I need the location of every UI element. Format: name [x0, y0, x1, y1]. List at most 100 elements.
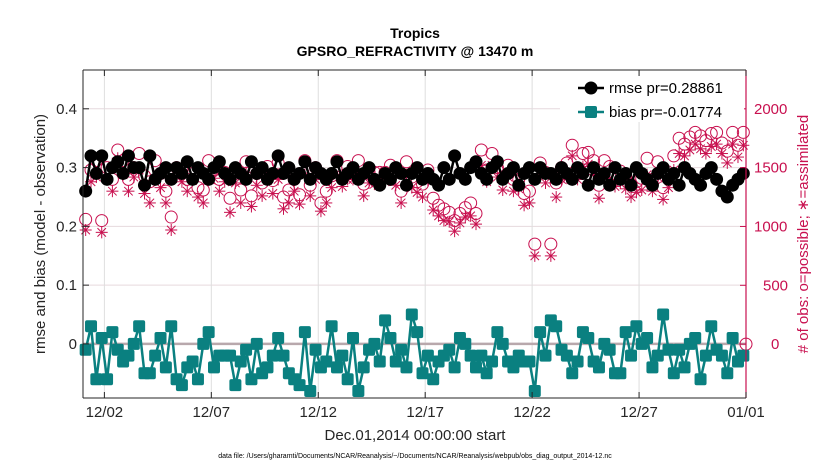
obs-assimilated-marker	[592, 192, 605, 205]
rmse-point	[95, 149, 109, 163]
obs-possible-marker	[565, 138, 579, 152]
bias-point	[357, 361, 370, 374]
obs-possible-marker	[464, 196, 478, 210]
obs-assimilated-marker	[197, 196, 210, 209]
obs-assimilated-marker	[143, 196, 156, 209]
rmse-point	[89, 166, 103, 180]
bias-point	[475, 349, 488, 362]
bias-point	[582, 332, 595, 345]
bias-point	[416, 367, 429, 380]
bias-point	[309, 343, 322, 356]
y-tick-label: 0.3	[56, 160, 77, 177]
obs-assimilated-marker	[432, 209, 445, 222]
rmse-point	[619, 166, 633, 180]
bias-point	[304, 384, 317, 397]
rmse-point	[121, 149, 135, 163]
bias-point	[111, 343, 124, 356]
rmse-point	[132, 161, 146, 175]
y-tick-label: 0.2	[56, 218, 77, 235]
obs-possible-marker	[244, 189, 258, 203]
rmse-point	[645, 178, 659, 192]
x-tick-label: 12/12	[299, 404, 337, 421]
rmse-point	[672, 178, 686, 192]
bias-point	[106, 326, 119, 339]
bias-point	[347, 332, 360, 345]
rmse-point	[175, 166, 189, 180]
obs-possible-marker	[399, 155, 413, 169]
obs-assimilated-marker	[726, 138, 739, 151]
rmse-point	[437, 161, 451, 175]
bias-point	[197, 337, 210, 350]
obs-possible-marker	[132, 147, 146, 161]
obs-assimilated-marker	[416, 191, 429, 204]
rmse-point	[490, 155, 504, 169]
obs-possible-marker	[704, 127, 718, 141]
bias-point	[592, 361, 605, 374]
rmse-point	[325, 166, 339, 180]
bias-point	[566, 367, 579, 380]
obs-assimilated-marker	[293, 198, 306, 211]
obs-possible-marker	[474, 143, 488, 157]
obs-possible-marker	[544, 237, 558, 251]
bias-point	[443, 343, 456, 356]
chart-title: Tropics	[390, 25, 440, 41]
bias-point	[234, 355, 247, 368]
rmse-point	[603, 178, 617, 192]
rmse-point	[202, 172, 216, 186]
x-tick-label: 12/07	[193, 404, 231, 421]
bias-point	[186, 355, 199, 368]
obs-assimilated-marker	[325, 181, 338, 194]
obs-assimilated-marker	[731, 151, 744, 164]
legend-bias-marker	[585, 106, 597, 118]
x-tick-label: 12/17	[406, 404, 444, 421]
bias-point	[395, 343, 408, 356]
rmse-point	[164, 172, 178, 186]
bias-point	[491, 326, 504, 339]
bias-point	[689, 332, 702, 345]
obs-assimilated-marker	[699, 147, 712, 160]
bias-point	[657, 308, 670, 321]
bias-point	[705, 320, 718, 333]
rmse-point	[528, 172, 542, 186]
bias-point	[560, 349, 573, 362]
obs-possible-marker	[576, 147, 590, 161]
bias-point	[389, 355, 402, 368]
bias-point	[325, 320, 338, 333]
obs-assimilated-marker	[304, 189, 317, 202]
chart-subtitle: GPSRO_REFRACTIVITY @ 13470 m	[297, 43, 534, 59]
bias-point	[625, 349, 638, 362]
obs-assimilated-marker	[689, 138, 702, 151]
legend: rmse pr=0.28861 bias pr=-0.01774	[560, 76, 744, 122]
obs-assimilated-marker	[213, 185, 226, 198]
rmse-point	[180, 155, 194, 169]
bias-point	[224, 349, 237, 362]
rmse-point	[597, 166, 611, 180]
obs-assimilated-marker	[224, 206, 237, 219]
obs-assimilated-marker	[721, 156, 734, 169]
rmse-point	[581, 178, 595, 192]
obs-assimilated-marker	[159, 196, 172, 209]
obs-assimilated-marker	[389, 179, 402, 192]
rmse-point	[667, 166, 681, 180]
bias-point	[662, 343, 675, 356]
bias-point	[421, 349, 434, 362]
rmse-point	[506, 161, 520, 175]
bias-point	[721, 367, 734, 380]
rmse-point	[282, 161, 296, 175]
bias-point	[507, 361, 520, 374]
obs-possible-marker	[736, 125, 750, 139]
obs-possible-marker	[694, 129, 708, 143]
bias-point	[368, 337, 381, 350]
rmse-point	[399, 178, 413, 192]
rmse-point	[303, 172, 317, 186]
obs-assimilated-marker	[266, 187, 279, 200]
obs-assimilated-marker	[550, 191, 563, 204]
rmse-point	[394, 166, 408, 180]
obs-possible-marker	[683, 130, 697, 144]
bias-point	[266, 349, 279, 362]
bias-point	[405, 308, 418, 321]
bias-point	[352, 384, 365, 397]
y-tick-label: 0.4	[56, 101, 77, 118]
bias-point	[427, 373, 440, 386]
obs-assimilated-marker	[737, 139, 750, 152]
